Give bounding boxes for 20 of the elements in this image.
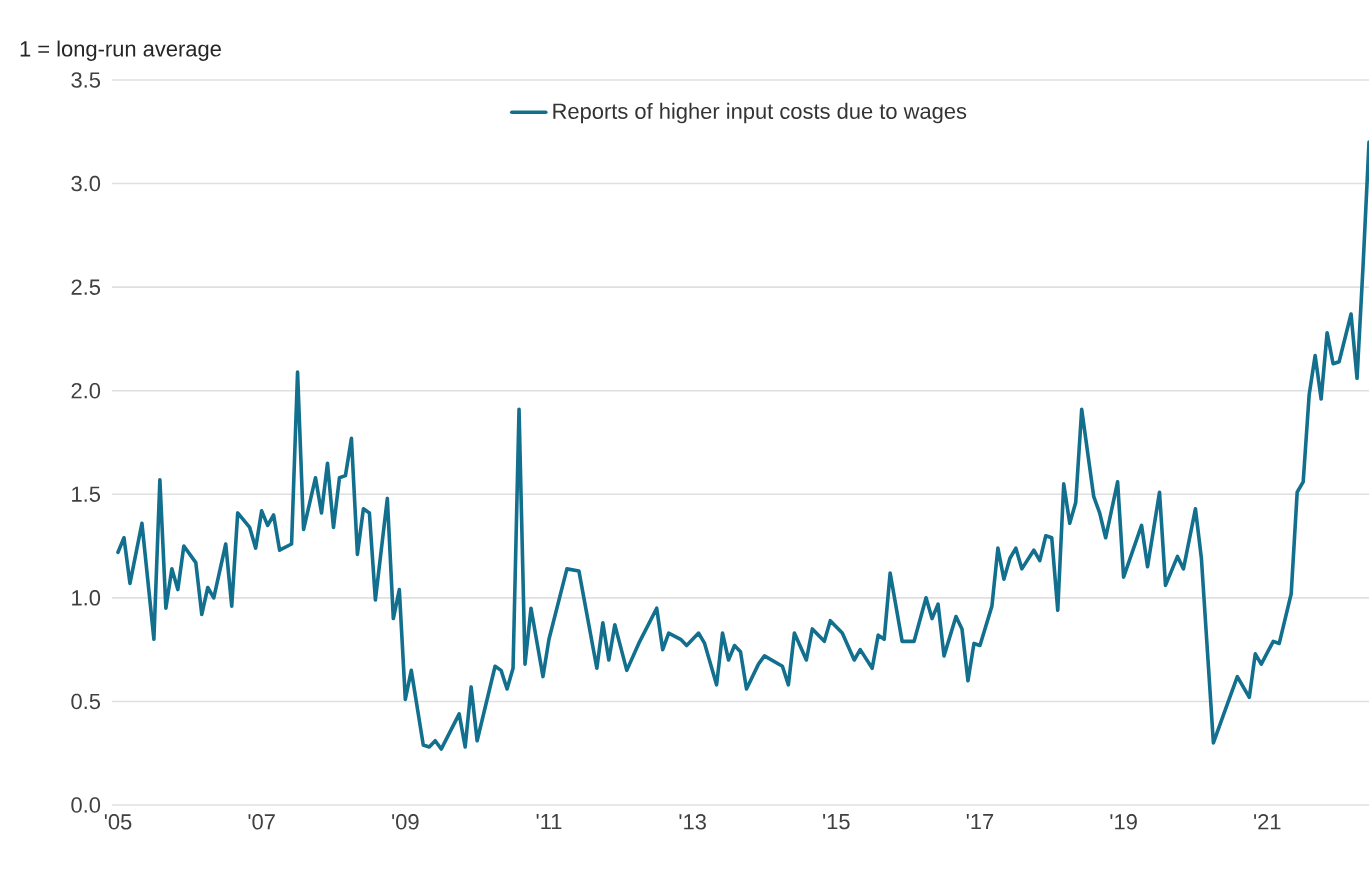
y-axis-title: 1 = long-run average [20, 40, 221, 61]
y-tick-label: 0.5 [71, 693, 101, 710]
x-tick-label: '05 [104, 814, 132, 830]
y-tick-label: 0.0 [71, 797, 101, 813]
x-tick-label: '09 [392, 814, 419, 830]
y-tick-label: 2.5 [71, 279, 101, 295]
x-tick-label: '13 [679, 814, 706, 830]
line-series [116, 140, 1369, 751]
legend-label: Reports of higher input costs due to wages [553, 102, 967, 124]
y-tick-label: 3.5 [71, 72, 101, 88]
y-tick-label: 3.0 [71, 175, 101, 192]
x-tick-label: '15 [823, 814, 850, 830]
x-tick-label: '17 [966, 814, 994, 830]
x-tick-label: '07 [248, 814, 275, 830]
y-tick-label: 1.5 [72, 486, 101, 502]
x-tick-label: '11 [536, 814, 562, 830]
y-tick-label: 1.0 [72, 590, 101, 606]
x-tick-label: '19 [1110, 814, 1137, 830]
x-tick-label: '21 [1254, 814, 1281, 830]
y-tick-label: 2.0 [71, 382, 101, 399]
